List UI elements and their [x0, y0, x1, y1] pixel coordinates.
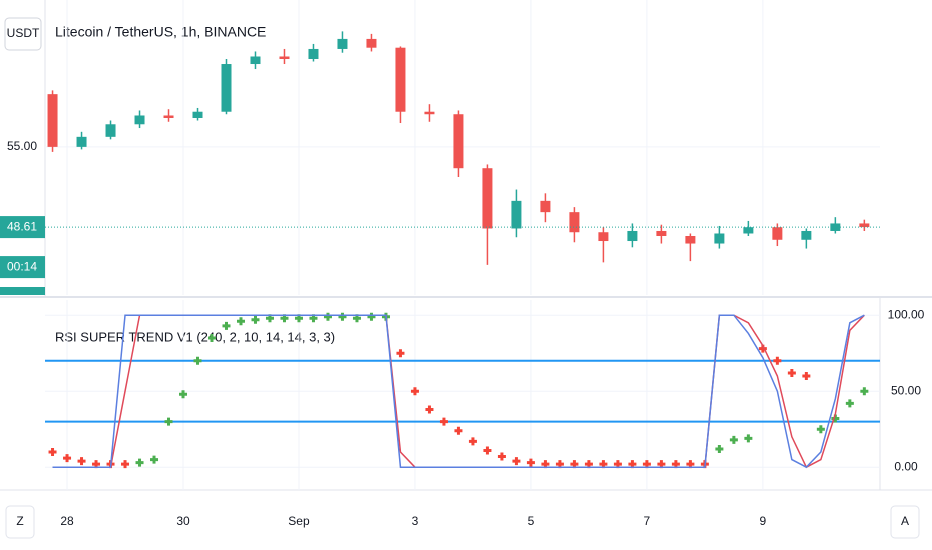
cross-marker — [135, 458, 144, 467]
candle-body — [163, 115, 174, 118]
chart-title: Litecoin / TetherUS, 1h, BINANCE — [55, 24, 266, 40]
candle-body — [772, 227, 783, 240]
cross-marker — [526, 458, 535, 467]
candle-body — [743, 227, 754, 234]
candle-body — [511, 200, 522, 229]
candle-body — [656, 230, 667, 236]
cross-marker — [787, 368, 796, 377]
cross-marker — [512, 457, 521, 466]
x-tick-label: 30 — [176, 514, 190, 528]
candle-body — [76, 136, 87, 147]
cross-marker — [367, 312, 376, 321]
x-tick-label: 28 — [60, 514, 74, 528]
candle-body — [569, 212, 580, 233]
indicator-title: RSI SUPER TREND V1 (240, 2, 10, 14, 14, … — [55, 329, 335, 344]
y-tick-label: 100.00 — [888, 307, 925, 321]
cross-marker — [860, 387, 869, 396]
candle-body — [395, 47, 406, 112]
candle-body — [627, 230, 638, 242]
last-price-label: 48.61 — [7, 219, 37, 233]
cross-marker — [150, 455, 159, 464]
y-tick-label: 55.00 — [7, 139, 37, 153]
price-badge-edge — [0, 287, 45, 295]
cross-marker — [193, 356, 202, 365]
cross-marker — [425, 405, 434, 414]
x-tick-label: 5 — [528, 514, 535, 528]
indicator-line — [52, 314, 865, 469]
candle-body — [714, 233, 725, 244]
cross-marker — [121, 460, 130, 469]
cross-marker — [164, 417, 173, 426]
candle-body — [192, 111, 203, 118]
cross-marker — [483, 446, 492, 455]
cross-marker — [323, 312, 332, 321]
zoom-label[interactable]: Z — [16, 514, 23, 528]
candle-body — [598, 232, 609, 242]
candle-body — [250, 56, 261, 65]
candle-body — [47, 94, 58, 147]
candle-body — [830, 223, 841, 231]
cross-marker — [48, 448, 57, 456]
y-tick-label: 50.00 — [891, 383, 921, 397]
candle-body — [337, 38, 348, 49]
cross-marker — [179, 390, 188, 399]
candle-body — [801, 230, 812, 240]
candle-body — [221, 64, 232, 112]
cross-marker — [208, 334, 216, 342]
x-tick-label: Sep — [288, 514, 310, 528]
x-tick-label: 9 — [760, 514, 767, 528]
cross-marker — [845, 399, 854, 408]
candle-body — [859, 223, 870, 228]
cross-marker — [251, 315, 260, 324]
cross-marker — [63, 454, 72, 463]
candle-body — [453, 114, 464, 169]
cross-marker — [454, 426, 463, 435]
cross-marker — [802, 372, 811, 380]
auto-scale-label[interactable]: A — [901, 514, 909, 528]
y-tick-label: 0.00 — [894, 459, 918, 473]
cross-marker — [439, 417, 448, 426]
cross-marker — [77, 457, 86, 466]
currency-label[interactable]: USDT — [7, 26, 40, 40]
candle-body — [308, 48, 319, 59]
cross-marker — [773, 356, 782, 365]
candle-body — [105, 124, 116, 137]
last-price-badge — [0, 216, 45, 239]
cross-marker — [236, 317, 245, 326]
countdown-badge — [0, 256, 45, 279]
cross-marker — [715, 444, 724, 453]
zoom-button[interactable] — [5, 505, 35, 539]
currency-button[interactable] — [4, 17, 42, 51]
cross-marker — [338, 312, 347, 321]
candle-body — [366, 38, 377, 48]
x-tick-label: 3 — [412, 514, 419, 528]
candle-body — [424, 111, 435, 115]
x-tick-label: 7 — [644, 514, 651, 528]
candle-body — [482, 168, 493, 229]
cross-marker — [468, 437, 477, 446]
candle-body — [540, 200, 551, 213]
cross-marker — [816, 425, 825, 434]
cross-marker — [497, 452, 506, 461]
cross-marker — [222, 321, 231, 330]
candle-body — [279, 56, 290, 59]
cross-marker — [410, 387, 419, 396]
cross-marker — [729, 435, 738, 444]
cross-marker — [396, 349, 405, 358]
countdown-label: 00:14 — [7, 259, 37, 273]
candle-body — [685, 236, 696, 244]
cross-marker — [744, 434, 753, 443]
candle-body — [134, 115, 145, 125]
auto-scale-button[interactable] — [890, 505, 920, 539]
